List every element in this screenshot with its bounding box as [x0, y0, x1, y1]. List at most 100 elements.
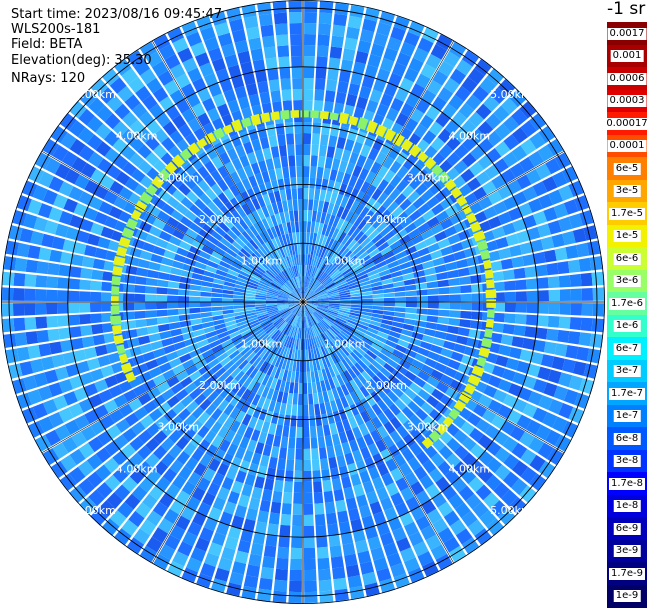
range-gate — [197, 151, 211, 165]
range-gate — [150, 340, 163, 351]
range-gate — [221, 339, 233, 348]
range-gate — [399, 261, 412, 270]
range-gate — [415, 99, 431, 114]
range-gate — [259, 360, 268, 372]
range-gate — [377, 331, 389, 340]
arc-gate — [458, 391, 472, 404]
range-gate — [474, 59, 492, 76]
range-gate — [274, 23, 288, 36]
range-gate — [359, 470, 371, 484]
range-gate — [159, 330, 172, 340]
range-gate — [349, 258, 360, 268]
range-gate — [259, 91, 271, 105]
range-gate — [152, 60, 169, 77]
range-gate — [357, 343, 369, 353]
range-gate — [438, 445, 453, 460]
range-gate — [252, 270, 263, 278]
range-gate — [293, 305, 301, 314]
range-gate — [420, 63, 437, 79]
range-gate — [273, 401, 282, 414]
arc-gate — [486, 309, 495, 318]
range-gate — [281, 286, 291, 294]
range-gate — [222, 298, 234, 302]
range-gate — [299, 327, 302, 339]
range-gate — [526, 290, 538, 302]
range-gate — [287, 144, 295, 156]
range-gate — [256, 247, 266, 258]
range-gate — [425, 105, 441, 121]
range-gate — [305, 305, 313, 314]
range-gate — [310, 314, 318, 325]
range-gate — [289, 210, 295, 222]
range-gate — [219, 356, 232, 367]
range-gate — [408, 531, 424, 547]
range-gate — [303, 415, 309, 428]
range-gate — [38, 343, 52, 357]
range-gate — [317, 303, 329, 306]
range-gate — [124, 274, 136, 284]
range-gate — [276, 557, 289, 570]
range-gate — [161, 423, 176, 437]
range-gate — [13, 317, 26, 332]
range-gate — [345, 429, 356, 442]
range-gate — [297, 176, 303, 189]
range-gate — [311, 326, 317, 338]
range-gate — [298, 305, 302, 317]
range-gate — [187, 67, 202, 83]
range-gate — [591, 318, 604, 333]
range-gate — [180, 270, 193, 278]
range-gate — [327, 202, 335, 215]
range-gate — [201, 245, 214, 255]
range-gate — [223, 252, 235, 262]
range-gate — [332, 410, 342, 423]
range-gate — [589, 256, 603, 271]
range-gate — [202, 467, 216, 482]
range-gate — [322, 344, 330, 356]
range-gate — [129, 247, 143, 258]
range-gate — [344, 185, 354, 198]
range-gate — [30, 358, 44, 374]
range-gate — [152, 527, 169, 544]
range-gate — [306, 298, 318, 302]
range-gate — [44, 220, 59, 235]
range-gate — [114, 484, 131, 501]
range-gate — [469, 161, 484, 177]
range-gate — [317, 369, 324, 382]
range-gate — [266, 296, 278, 300]
range-gate — [354, 362, 365, 374]
range-gate — [557, 261, 570, 275]
colorbar-label: 6e-9 — [613, 522, 641, 535]
range-gate — [17, 195, 32, 212]
range-gate — [417, 388, 431, 401]
range-gate — [303, 287, 307, 299]
range-gate — [104, 474, 121, 491]
colorbar-swatch: 1e-9 — [607, 584, 647, 608]
range-gate — [364, 367, 376, 379]
range-gate — [280, 309, 291, 317]
range-gate — [24, 288, 36, 301]
range-gate — [270, 283, 281, 291]
range-gate — [504, 302, 517, 313]
range-gate — [207, 390, 219, 403]
arc-gate — [179, 148, 192, 161]
range-gate — [237, 273, 249, 281]
range-gate — [273, 249, 281, 261]
range-gate — [562, 230, 576, 246]
range-gate — [281, 335, 288, 346]
range-gate — [262, 322, 273, 331]
range-gate — [274, 213, 282, 225]
range-gate — [157, 323, 170, 332]
range-gate — [303, 210, 308, 222]
range-gate — [511, 336, 525, 348]
range-gate — [153, 128, 169, 144]
range-gate — [454, 144, 469, 159]
range-gate — [2, 271, 15, 286]
range-gate — [186, 496, 201, 511]
range-gate — [288, 302, 299, 305]
range-gate — [419, 253, 433, 263]
range-gate — [73, 242, 87, 255]
range-gate — [375, 151, 387, 165]
range-gate — [341, 442, 352, 455]
range-gate — [372, 476, 385, 491]
range-gate — [172, 364, 185, 375]
